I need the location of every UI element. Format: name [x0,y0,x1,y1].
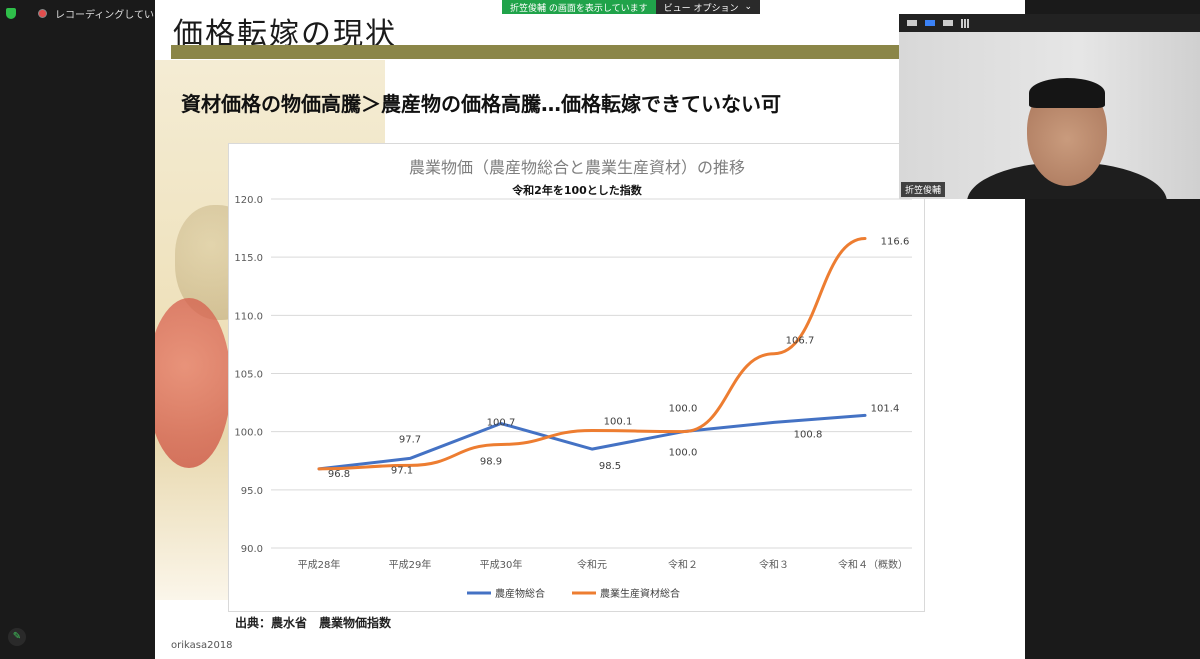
sharing-status: 折笠俊輔 の画面を表示しています [502,0,656,14]
recording-label: レコーディングしています... [55,10,184,21]
title-underline-bar [171,45,903,59]
x-tick-label: 令和４（概数） [838,558,908,571]
view-options-label: ビュー オプション [663,3,739,14]
chart-subtitle: 令和2年を100とした指数 [511,183,643,197]
data-label: 101.4 [871,403,900,414]
data-label: 97.7 [399,434,421,445]
chevron-down-icon: ⌄ [744,2,753,12]
data-label: 100.0 [669,448,698,459]
screen-share-bar: 折笠俊輔 の画面を表示しています ビュー オプション ⌄ [502,0,761,14]
data-label: 100.8 [794,429,823,440]
recording-indicator[interactable]: レコーディングしています... [6,6,184,21]
layout-thumbnail-icon[interactable] [925,20,935,26]
series-line-2 [317,237,867,471]
series-line-1 [317,413,867,471]
webcam-video [899,32,1200,199]
participant-name: 折笠俊輔 [901,182,946,197]
y-tick-label: 120.0 [234,195,263,206]
data-label: 98.9 [480,456,502,467]
y-tick-label: 95.0 [241,486,263,497]
x-tick-label: 平成30年 [480,558,523,571]
data-label: 116.6 [881,237,910,248]
webcam-toolbar [899,14,1200,32]
data-label: 97.1 [391,465,413,476]
data-label: 100.0 [669,404,698,415]
chart-title: 農業物価（農産物総合と農業生産資材）の推移 [409,158,745,177]
layout-strip-icon[interactable] [943,20,953,26]
y-tick-label: 110.0 [234,311,263,322]
slide-headline: 資材価格の物価高騰＞農産物の価格高騰…価格転嫁できていない可 [181,92,781,116]
legend-label: 農業生産資材総合 [600,587,680,600]
x-tick-label: 令和元 [577,558,607,571]
line-chart: 農業物価（農産物総合と農業生産資材）の推移令和2年を100とした指数 90.0 95… [228,143,925,612]
data-label: 96.8 [328,469,350,480]
shield-icon [6,8,16,19]
record-dot-icon [38,9,47,18]
source-note: 出典：農水省 農業物価指数 [235,616,392,630]
tomato-image [155,298,231,468]
layout-speaker-icon[interactable] [907,20,917,26]
webcam-tile[interactable]: 折笠俊輔 [899,14,1200,199]
data-label: 106.7 [786,336,815,347]
y-tick-label: 90.0 [241,544,263,555]
x-tick-label: 平成29年 [389,558,432,571]
y-tick-label: 100.0 [234,428,263,439]
legend-label: 農産物総合 [495,587,545,600]
data-label: 100.1 [604,417,633,428]
layout-grid-icon[interactable] [961,18,970,28]
pencil-icon[interactable]: ✎ [8,628,26,646]
y-tick-label: 105.0 [234,370,263,381]
person-hair [1029,78,1105,108]
x-tick-label: 令和２ [668,558,698,571]
data-label: 98.5 [599,461,621,472]
x-tick-label: 平成28年 [298,558,341,571]
watermark: orikasa2018 [171,640,233,651]
view-options-button[interactable]: ビュー オプション ⌄ [655,0,761,14]
y-tick-label: 115.0 [234,253,263,264]
x-tick-label: 令和３ [759,558,789,571]
data-label: 100.7 [487,418,516,429]
